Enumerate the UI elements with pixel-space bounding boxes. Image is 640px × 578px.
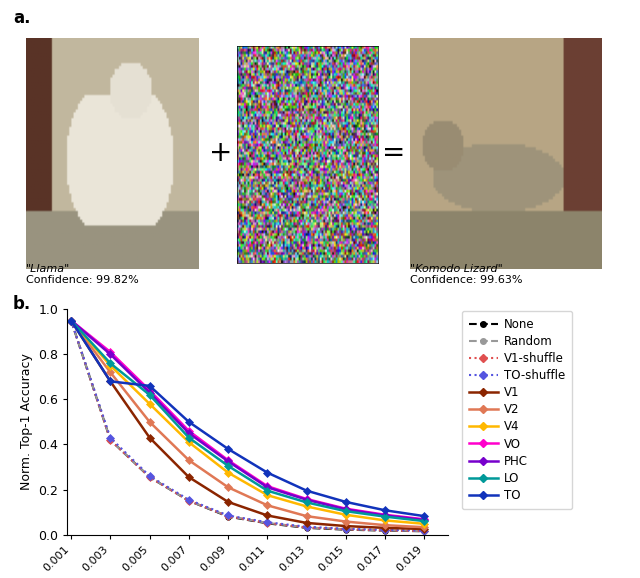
Text: b.: b.: [13, 295, 31, 313]
Text: "Komodo Lizard": "Komodo Lizard": [410, 264, 502, 273]
Text: Confidence: 99.82%: Confidence: 99.82%: [26, 275, 138, 285]
Text: Confidence: 99.63%: Confidence: 99.63%: [410, 275, 522, 285]
Y-axis label: Norm. Top-1 Accuracy: Norm. Top-1 Accuracy: [20, 354, 33, 490]
Text: +: +: [209, 139, 232, 167]
Legend: None, Random, V1-shuffle, TO-shuffle, V1, V2, V4, VO, PHC, LO, TO: None, Random, V1-shuffle, TO-shuffle, V1…: [461, 310, 572, 509]
Text: a.: a.: [13, 9, 30, 27]
Text: =: =: [382, 139, 405, 167]
Text: "Llama": "Llama": [26, 264, 70, 273]
